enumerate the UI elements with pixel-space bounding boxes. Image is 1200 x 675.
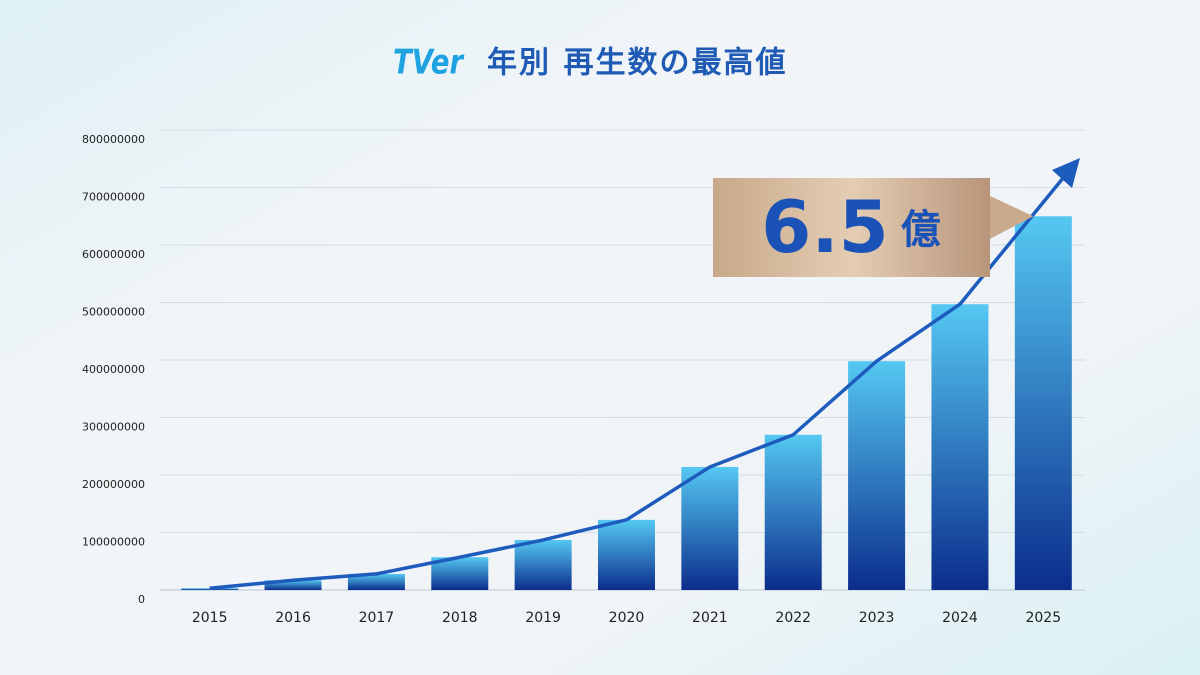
x-tick-label: 2025 — [1025, 610, 1061, 626]
x-tick-label: 2017 — [359, 610, 395, 626]
y-tick-label: 300000000 — [82, 421, 145, 434]
y-tick-label: 600000000 — [82, 248, 145, 261]
callout-box — [713, 178, 990, 277]
callout: 6.5 億 — [713, 178, 1034, 277]
x-tick-label: 2020 — [609, 610, 645, 626]
callout-pointer — [988, 195, 1034, 240]
bar — [181, 588, 239, 590]
bar — [764, 434, 822, 590]
bar — [598, 519, 655, 590]
x-tick-label: 2021 — [692, 610, 728, 626]
y-tick-label: 400000000 — [82, 363, 145, 376]
value-label: 6.5 億 — [761, 185, 941, 269]
trend-arrow — [209, 170, 1070, 591]
x-tick-label: 2023 — [859, 610, 895, 626]
x-tick-label: 2016 — [275, 610, 311, 626]
bar — [681, 466, 739, 590]
x-tick-label: 2022 — [775, 610, 811, 626]
bar — [1014, 216, 1072, 590]
y-tick-label: 0 — [138, 593, 145, 606]
bar — [931, 304, 989, 590]
bar — [848, 361, 906, 590]
chart-title: 年別 再生数の最高値 — [487, 46, 787, 81]
logo: TVer — [393, 43, 465, 83]
x-tick-label: 2018 — [442, 610, 478, 626]
x-tick-label: 2015 — [192, 610, 228, 626]
y-tick-label: 100000000 — [82, 536, 145, 549]
bar — [347, 573, 405, 590]
arrow-head — [1052, 158, 1080, 188]
y-tick-label: 500000000 — [82, 306, 145, 319]
y-tick-label: 800000000 — [82, 133, 145, 146]
bar — [514, 539, 572, 590]
x-tick-label: 2019 — [525, 610, 561, 626]
bar — [264, 580, 322, 590]
y-tick-label: 700000000 — [82, 191, 145, 204]
y-tick-label: 200000000 — [82, 478, 145, 491]
x-tick-label: 2024 — [942, 610, 978, 626]
